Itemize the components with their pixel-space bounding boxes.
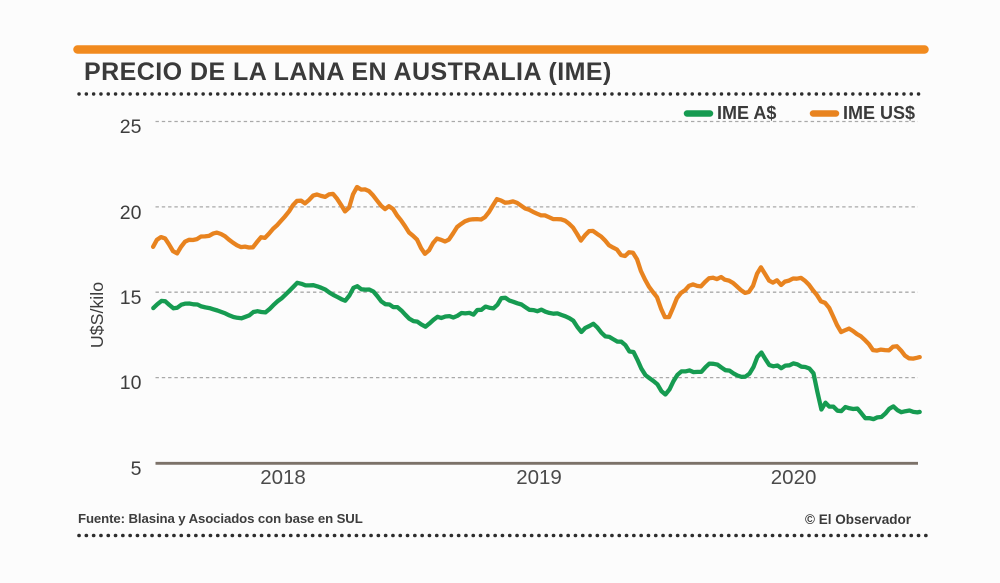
legend-label-ime-a: IME A$ bbox=[717, 103, 777, 123]
chart-title: PRECIO DE LA LANA EN AUSTRALIA (IME) bbox=[84, 58, 612, 86]
y-axis-title: U$S/kilo bbox=[87, 281, 107, 349]
x-tick-2018: 2018 bbox=[260, 466, 306, 489]
y-tick-20: 20 bbox=[119, 201, 142, 224]
gridlines bbox=[155, 120, 918, 379]
y-tick-10: 10 bbox=[119, 372, 142, 395]
legend-label-ime-us: IME US$ bbox=[843, 103, 916, 123]
copyright-credit: © El Observador bbox=[805, 512, 911, 527]
y-tick-15: 15 bbox=[119, 287, 142, 309]
y-tick-5: 5 bbox=[130, 458, 142, 481]
x-tick-2020: 2020 bbox=[770, 466, 817, 489]
y-tick-25: 25 bbox=[119, 116, 142, 139]
series-line-ime-us bbox=[150, 184, 922, 361]
series-line-ime-a bbox=[151, 280, 922, 422]
source-note: Fuente: Blasina y Asociados con base en … bbox=[78, 511, 363, 526]
x-tick-2019: 2019 bbox=[516, 466, 562, 489]
